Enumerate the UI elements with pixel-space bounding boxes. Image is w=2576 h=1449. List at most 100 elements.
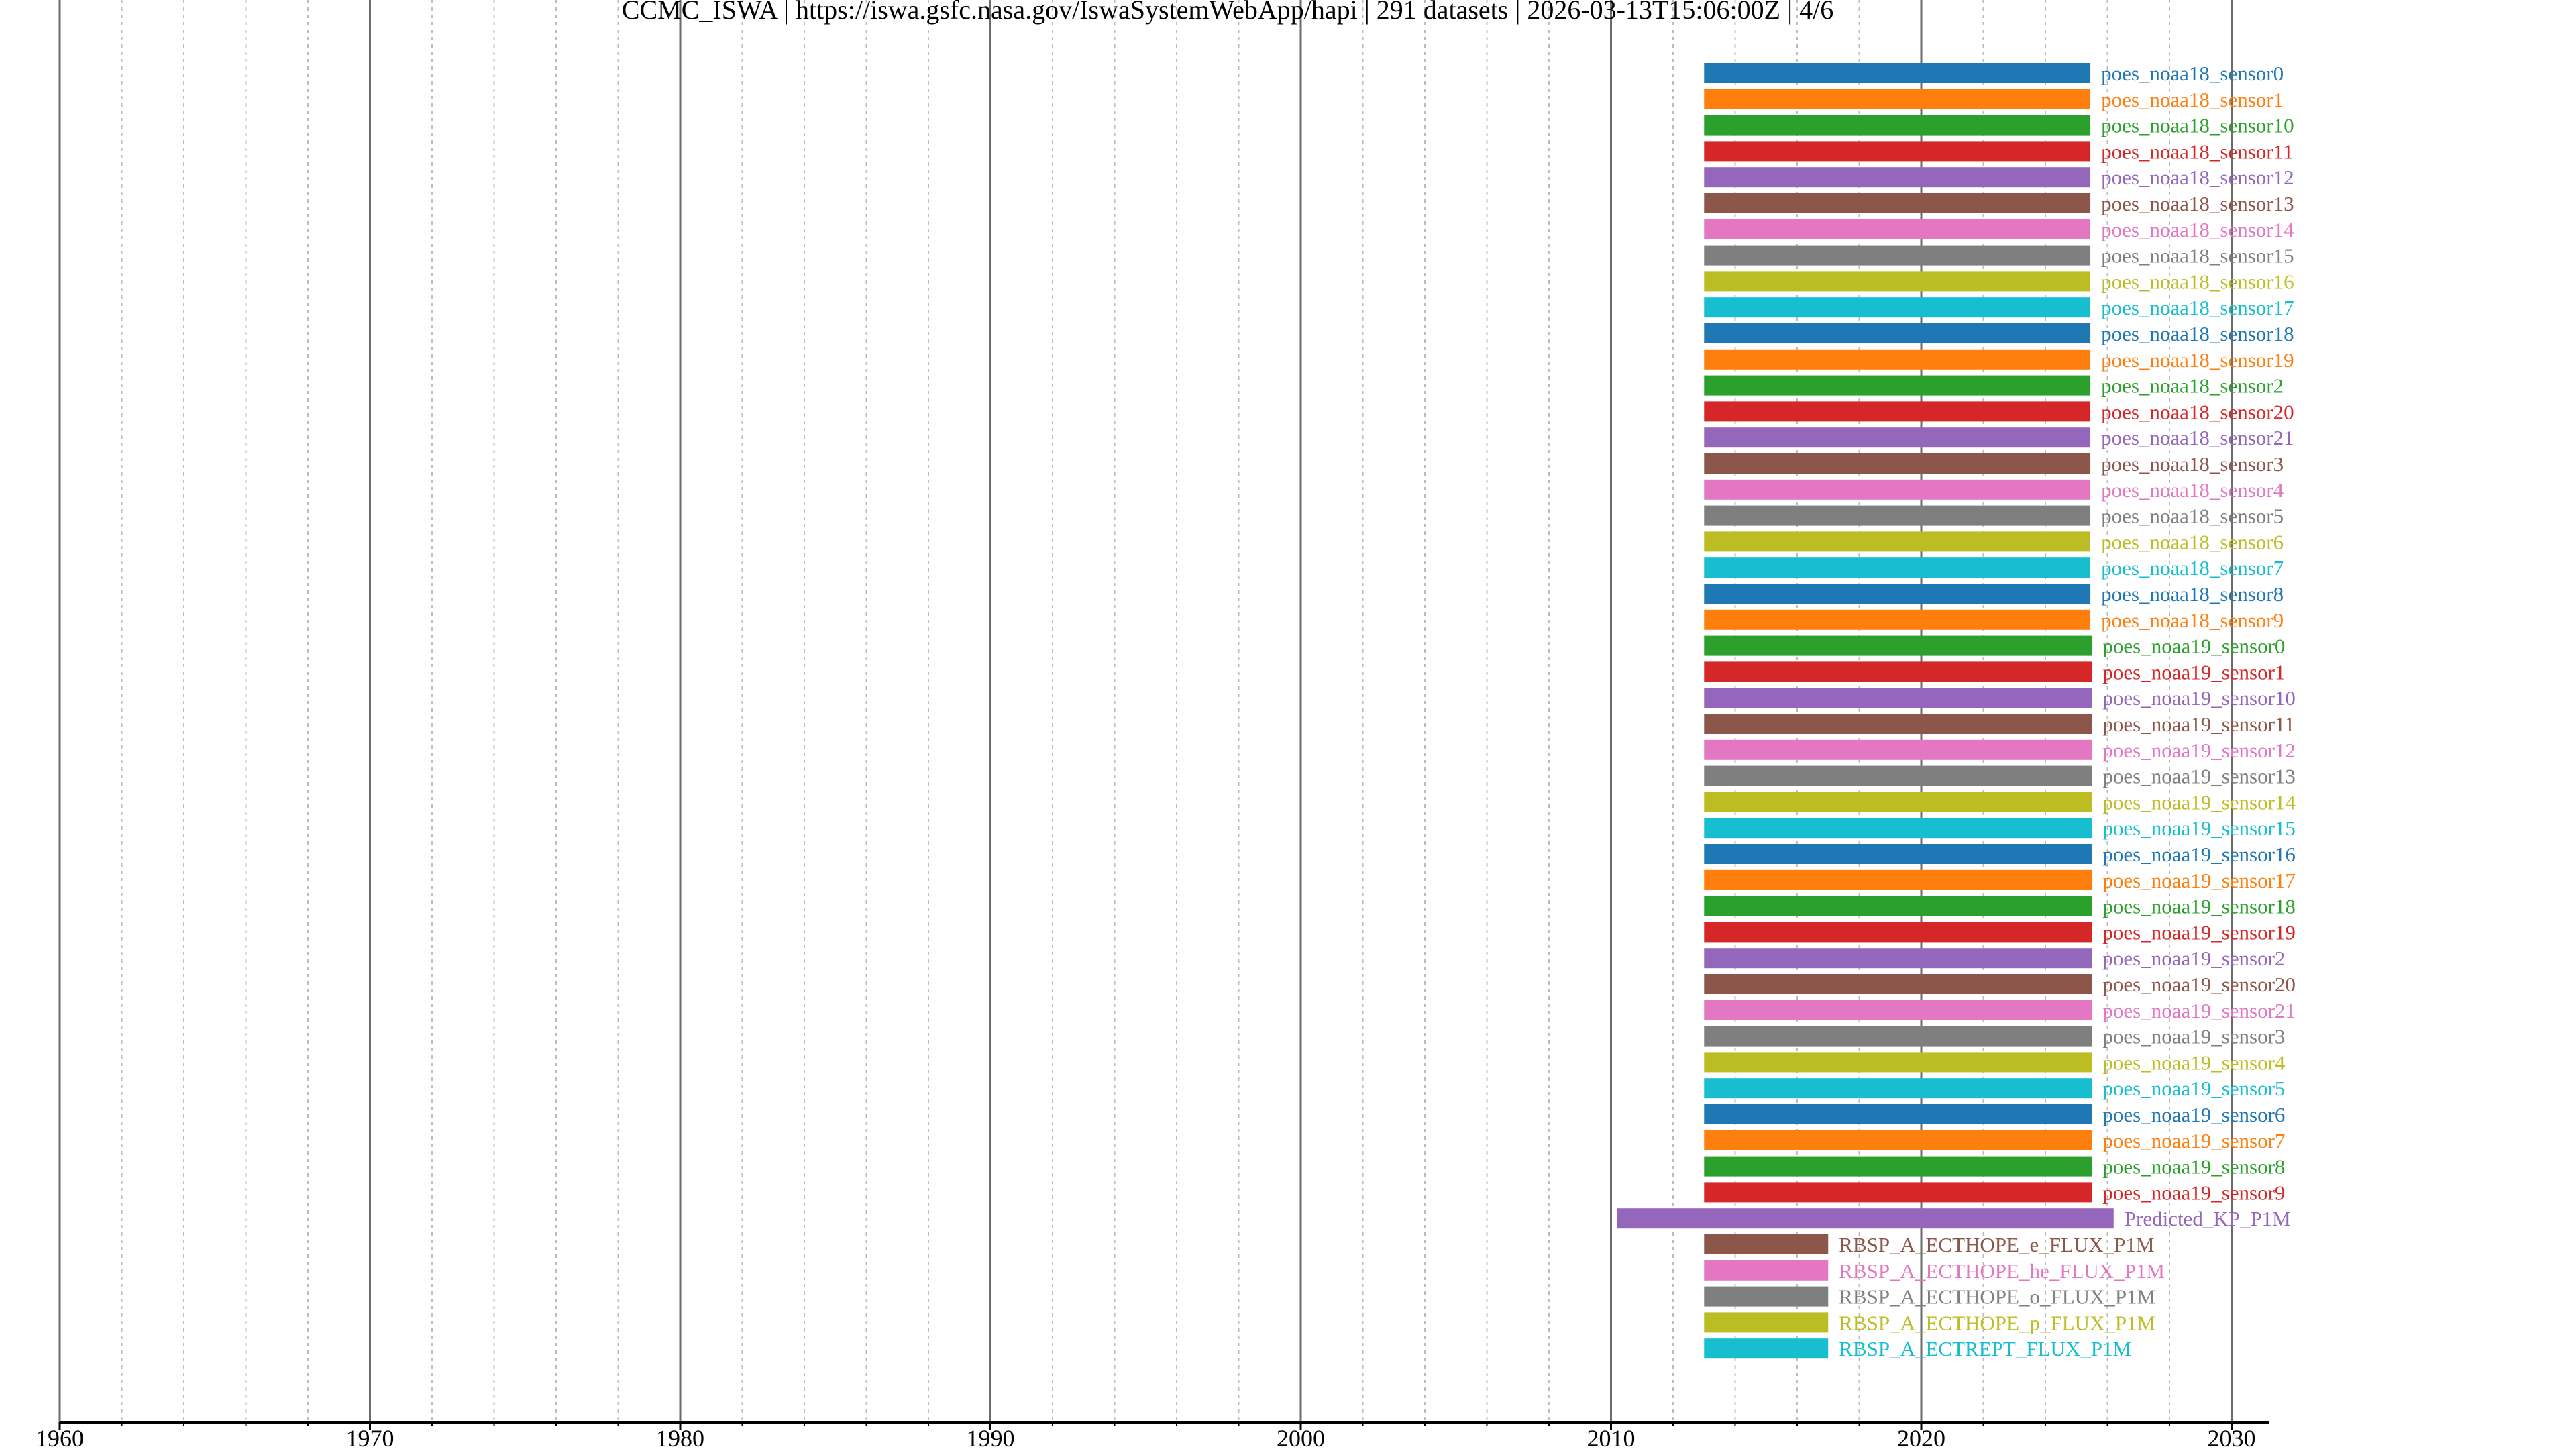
x-tick-label: 1990 <box>967 1425 1015 1449</box>
dataset-label: poes_noaa19_sensor0 <box>2102 635 2285 658</box>
dataset-bar <box>1704 688 2092 708</box>
dataset-label: poes_noaa18_sensor19 <box>2101 348 2294 372</box>
dataset-label: poes_noaa19_sensor18 <box>2102 895 2296 918</box>
dataset-label: poes_noaa18_sensor5 <box>2101 504 2284 528</box>
dataset-label: poes_noaa19_sensor14 <box>2102 790 2296 814</box>
dataset-label: poes_noaa18_sensor1 <box>2101 88 2284 111</box>
dataset-bar <box>1704 609 2091 630</box>
dataset-label: poes_noaa18_sensor17 <box>2101 296 2294 319</box>
minor-gridlines <box>121 0 2170 1422</box>
dataset-bar <box>1704 349 2091 370</box>
dataset-label: poes_noaa19_sensor1 <box>2102 660 2285 684</box>
dataset-label: poes_noaa18_sensor13 <box>2101 192 2294 215</box>
dataset-label: poes_noaa18_sensor11 <box>2101 140 2293 163</box>
dataset-bar <box>1704 219 2091 239</box>
dataset-label: poes_noaa18_sensor21 <box>2101 426 2294 449</box>
dataset-label: poes_noaa18_sensor3 <box>2101 452 2284 476</box>
dataset-bar <box>1704 427 2091 448</box>
dataset-label: poes_noaa18_sensor0 <box>2101 62 2284 85</box>
x-tick-label: 1980 <box>656 1425 704 1449</box>
dataset-bar <box>1704 401 2091 422</box>
dataset-bar <box>1704 1338 1829 1359</box>
dataset-label: poes_noaa18_sensor16 <box>2101 270 2294 293</box>
dataset-label: poes_noaa19_sensor21 <box>2102 999 2296 1022</box>
dataset-bar <box>1704 1260 1829 1281</box>
dataset-label: RBSP_A_ECTHOPE_o_FLUX_P1M <box>1839 1285 2155 1309</box>
dataset-bar <box>1704 557 2091 578</box>
dataset-bar <box>1704 115 2091 136</box>
x-tick-label: 2030 <box>2208 1425 2256 1449</box>
x-axis: 1960 1970 1980 1990 2000 2010 2020 2030 <box>36 1421 2269 1449</box>
dataset-label: poes_noaa18_sensor10 <box>2101 114 2294 138</box>
dataset-label: poes_noaa18_sensor18 <box>2101 322 2294 345</box>
dataset-bar <box>1704 896 2092 916</box>
dataset-label: poes_noaa19_sensor7 <box>2102 1129 2285 1152</box>
dataset-bar <box>1704 584 2091 604</box>
dataset-label: poes_noaa19_sensor5 <box>2102 1077 2285 1100</box>
dataset-label: poes_noaa18_sensor8 <box>2101 582 2284 606</box>
dataset-bar <box>1704 271 2091 292</box>
dataset-label: RBSP_A_ECTHOPE_p_FLUX_P1M <box>1839 1311 2155 1334</box>
dataset-label: poes_noaa19_sensor10 <box>2102 686 2296 710</box>
dataset-label: poes_noaa19_sensor8 <box>2102 1155 2285 1179</box>
dataset-label: poes_noaa18_sensor9 <box>2101 608 2284 632</box>
dataset-label: RBSP_A_ECTHOPE_e_FLUX_P1M <box>1839 1233 2154 1256</box>
dataset-label: poes_noaa19_sensor3 <box>2102 1025 2285 1049</box>
dataset-bar <box>1704 1104 2092 1124</box>
dataset-bar <box>1704 167 2091 188</box>
dataset-bar <box>1704 63 2091 83</box>
dataset-bar <box>1704 844 2092 864</box>
dataset-bar <box>1704 141 2091 162</box>
x-tick-label: 2000 <box>1277 1425 1325 1449</box>
dataset-bar <box>1704 1130 2092 1150</box>
dataset-label: poes_noaa19_sensor2 <box>2102 947 2285 970</box>
dataset-label: poes_noaa18_sensor7 <box>2101 556 2284 580</box>
dataset-bar <box>1704 1234 1829 1254</box>
dataset-bar <box>1704 739 2092 760</box>
dataset-bar <box>1704 1052 2092 1073</box>
dataset-label: poes_noaa19_sensor4 <box>2102 1051 2286 1074</box>
dataset-label: poes_noaa18_sensor2 <box>2101 374 2284 398</box>
x-tick-label: 1970 <box>346 1425 394 1449</box>
dataset-bars <box>1617 63 2114 1359</box>
dataset-bar <box>1704 922 2092 943</box>
dataset-bar <box>1704 1286 1829 1307</box>
dataset-bar <box>1704 948 2092 969</box>
dataset-bar <box>1704 245 2091 266</box>
dataset-label: poes_noaa18_sensor15 <box>2101 244 2294 268</box>
dataset-bar <box>1704 1026 2092 1046</box>
dataset-bar <box>1617 1208 2114 1229</box>
dataset-labels: poes_noaa18_sensor0 poes_noaa18_sensor1po… <box>1839 62 2296 1360</box>
dataset-bar <box>1704 479 2091 500</box>
dataset-label: poes_noaa19_sensor15 <box>2102 816 2296 840</box>
dataset-bar <box>1704 297 2091 318</box>
dataset-label: poes_noaa18_sensor4 <box>2101 478 2284 502</box>
dataset-label: poes_noaa19_sensor6 <box>2102 1103 2285 1126</box>
dataset-bar <box>1704 635 2092 656</box>
dataset-label: poes_noaa18_sensor14 <box>2101 218 2294 241</box>
dataset-label: poes_noaa19_sensor19 <box>2102 920 2296 944</box>
dataset-label: poes_noaa18_sensor6 <box>2101 530 2284 553</box>
dataset-bar <box>1704 765 2092 786</box>
dataset-label: poes_noaa18_sensor20 <box>2101 400 2294 423</box>
x-tick-label: 2010 <box>1587 1425 1635 1449</box>
dataset-bar <box>1704 792 2092 812</box>
dataset-bar <box>1704 1182 2092 1203</box>
dataset-bar <box>1704 1312 1829 1333</box>
dataset-bar <box>1704 323 2091 343</box>
dataset-label: RBSP_A_ECTREPT_FLUX_P1M <box>1839 1337 2131 1360</box>
chart-title: CCMC_ISWA | https://iswa.gsfc.nasa.gov/I… <box>622 0 1833 25</box>
dataset-label: Predicted_KP_P1M <box>2125 1207 2291 1230</box>
dataset-bar <box>1704 1156 2092 1177</box>
dataset-bar <box>1704 89 2091 109</box>
dataset-bar <box>1704 714 2092 734</box>
dataset-bar <box>1704 869 2092 890</box>
dataset-bar <box>1704 453 2091 474</box>
dataset-bar <box>1704 375 2091 396</box>
dataset-label: poes_noaa19_sensor12 <box>2102 739 2296 762</box>
dataset-bar <box>1704 1000 2092 1020</box>
dataset-bar <box>1704 505 2091 526</box>
dataset-label: poes_noaa19_sensor11 <box>2102 712 2294 736</box>
dataset-label: poes_noaa18_sensor12 <box>2101 166 2294 189</box>
